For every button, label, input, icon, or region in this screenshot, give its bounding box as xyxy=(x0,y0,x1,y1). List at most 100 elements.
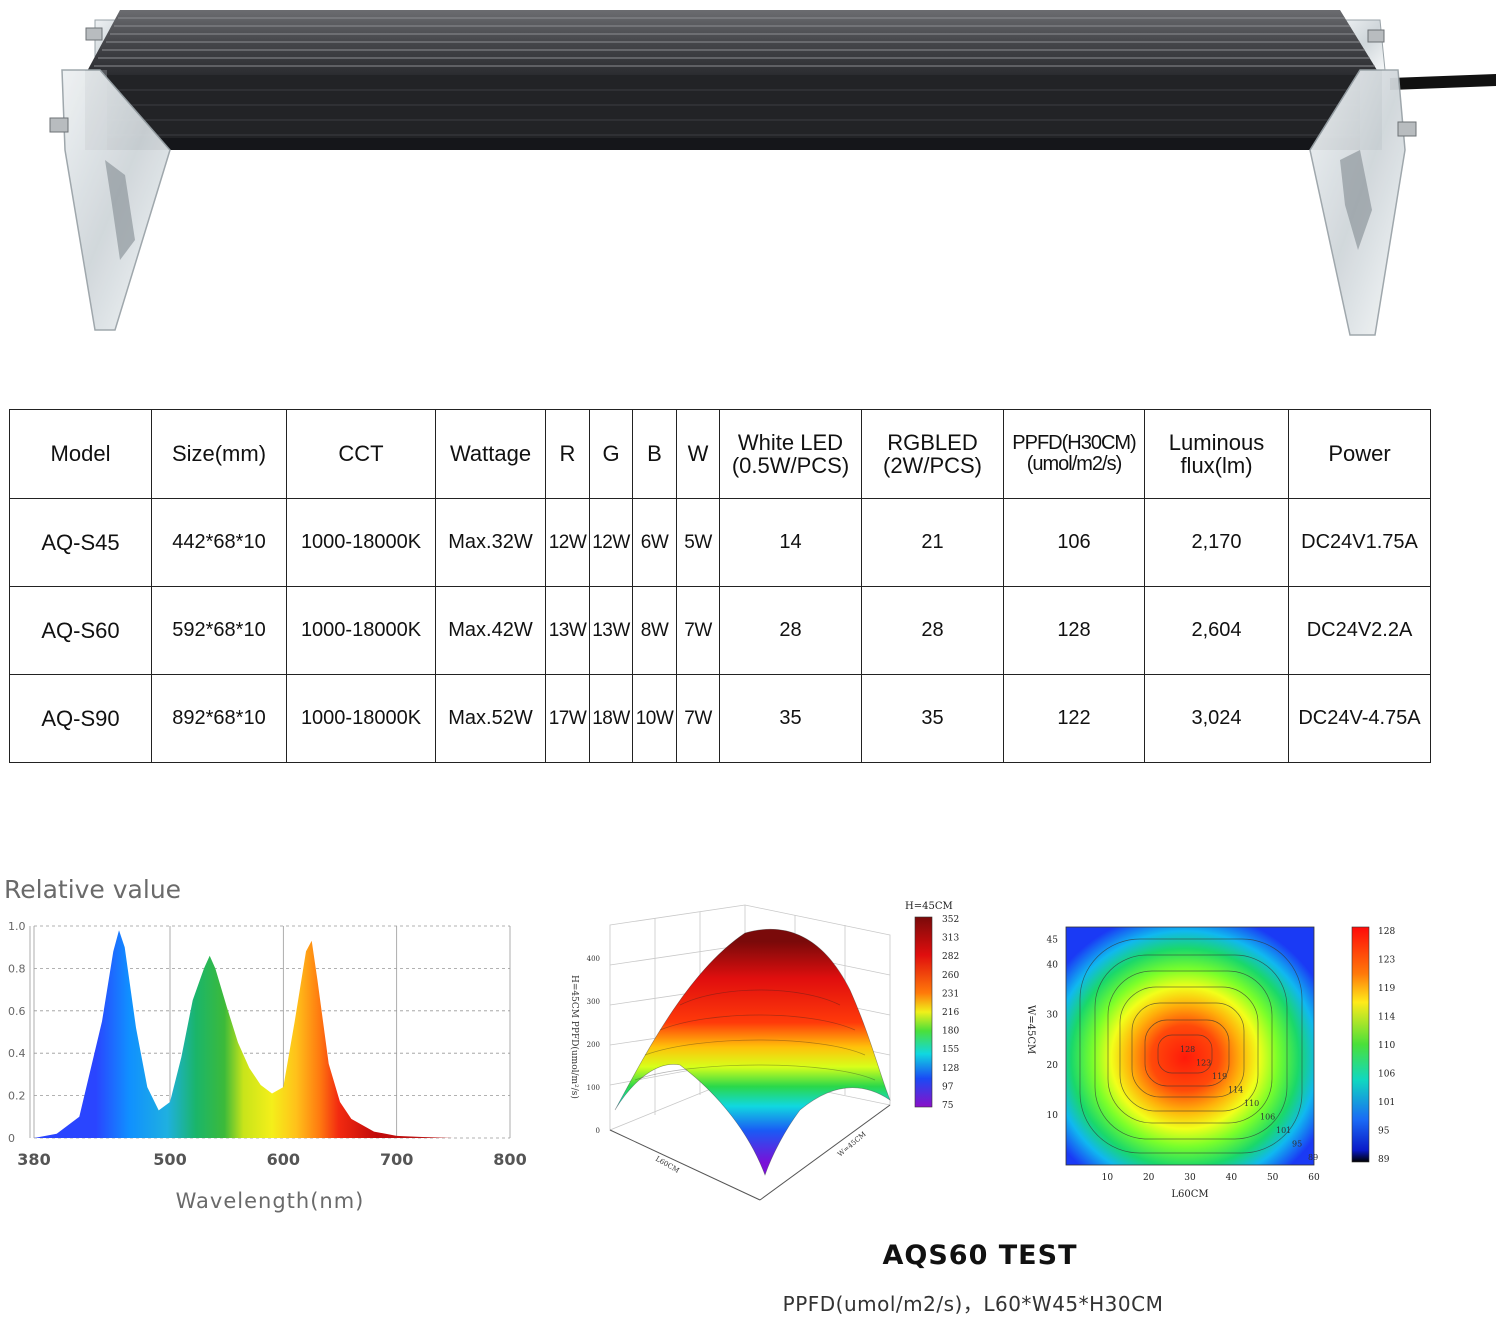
surface-mesh xyxy=(614,928,891,1176)
contour-colorbar-label: 128 xyxy=(1378,927,1395,937)
surface-colorbar-title: H=45CM xyxy=(905,901,953,912)
col-header-g: G xyxy=(589,409,633,499)
col-header-model: Model xyxy=(9,409,152,499)
cell-w: 7W xyxy=(676,674,720,763)
col-header-rgbled: RGBLED (2W/PCS) xyxy=(861,409,1004,499)
contour-x-tick: 30 xyxy=(1184,1173,1196,1183)
spectrum-x-ticks: 380 500 600 700 800 xyxy=(17,1150,526,1169)
cell-model: AQ-S90 xyxy=(9,674,152,763)
contour-y-tick: 20 xyxy=(1047,1061,1059,1071)
contour-line-label: 114 xyxy=(1228,1086,1243,1095)
contour-line-label: 110 xyxy=(1244,1099,1259,1108)
col-header-ppfd: PPFD(H30CM) (umol/m2/s) xyxy=(1003,409,1145,499)
spectrum-area xyxy=(34,930,510,1138)
cell-size: 892*68*10 xyxy=(151,674,287,763)
cell-luminous-flux: 3,024 xyxy=(1144,674,1289,763)
contour-colorbar xyxy=(1351,926,1370,1163)
cell-g: 18W xyxy=(589,674,633,763)
spectrum-x-tick: 500 xyxy=(153,1150,186,1169)
cell-b: 10W xyxy=(632,674,677,763)
cell-b: 6W xyxy=(632,498,677,587)
cell-white-led: 35 xyxy=(719,674,862,763)
contour-line-label: 119 xyxy=(1212,1072,1227,1081)
spectrum-y-tick: 0 xyxy=(8,1132,15,1145)
cell-cct: 1000-18000K xyxy=(286,674,436,763)
cell-rgbled: 21 xyxy=(861,498,1004,587)
contour-x-ticks: 10 20 30 40 50 60 xyxy=(1102,1173,1320,1183)
cell-b: 8W xyxy=(632,586,677,675)
surface-colorbar-label: 155 xyxy=(942,1045,959,1055)
cell-wattage: Max.42W xyxy=(435,586,546,675)
surface-colorbar-label: 352 xyxy=(942,915,959,925)
spectrum-y-tick: 0.4 xyxy=(8,1047,26,1060)
contour-colorbar-label: 89 xyxy=(1378,1155,1390,1165)
spectrum-x-tick: 800 xyxy=(493,1150,526,1169)
col-header-white-led: White LED (0.5W/PCS) xyxy=(719,409,862,499)
cell-r: 12W xyxy=(545,498,590,587)
contour-x-tick: 10 xyxy=(1102,1173,1114,1183)
cell-luminous-flux: 2,604 xyxy=(1144,586,1289,675)
surface-z-tick: 400 xyxy=(587,955,600,963)
spectrum-title: Relative value xyxy=(4,875,181,904)
cell-rgbled: 28 xyxy=(861,586,1004,675)
cell-model: AQ-S60 xyxy=(9,586,152,675)
cell-model: AQ-S45 xyxy=(9,498,152,587)
contour-y-label: W=45CM xyxy=(1025,1005,1036,1054)
ppfd-line1: PPFD(H30CM) xyxy=(1012,432,1136,454)
cell-luminous-flux: 2,170 xyxy=(1144,498,1289,587)
cell-g: 13W xyxy=(589,586,633,675)
ppfd-line2: (umol/m2/s) xyxy=(1026,453,1123,475)
caption-title: AQS60 TEST xyxy=(882,1240,1078,1271)
contour-line-label: 106 xyxy=(1260,1113,1275,1122)
surface-w-label: W=45CM xyxy=(836,1130,868,1158)
cell-ppfd: 106 xyxy=(1003,498,1145,587)
contour-x-tick: 50 xyxy=(1267,1173,1279,1183)
surface-z-tick: 100 xyxy=(587,1084,600,1092)
cell-wattage: Max.52W xyxy=(435,674,546,763)
contour-line-label: 89 xyxy=(1308,1153,1318,1162)
cell-w: 7W xyxy=(676,586,720,675)
contour-y-tick: 40 xyxy=(1047,961,1059,971)
spectrum-chart: Relative value 0 0.2 0.4 0.6 0.8 1.0 380 500 60… xyxy=(4,875,527,1213)
cell-ppfd: 122 xyxy=(1003,674,1145,763)
contour-colorbar-label: 106 xyxy=(1378,1070,1395,1080)
spectrum-y-tick: 0.6 xyxy=(8,1005,26,1018)
cell-rgbled: 35 xyxy=(861,674,1004,763)
cell-cct: 1000-18000K xyxy=(286,498,436,587)
col-header-cct: CCT xyxy=(286,409,436,499)
contour-x-tick: 40 xyxy=(1226,1173,1238,1183)
contour-colorbar-label: 101 xyxy=(1378,1098,1395,1108)
contour-line-label: 101 xyxy=(1276,1126,1291,1135)
spectrum-y-tick: 0.2 xyxy=(8,1090,26,1103)
contour-colorbar-label: 110 xyxy=(1378,1041,1395,1051)
col-header-wattage: Wattage xyxy=(435,409,546,499)
contour-y-tick: 10 xyxy=(1047,1111,1059,1121)
contour-plot-area xyxy=(1065,926,1315,1166)
surface-colorbar-label: 260 xyxy=(942,971,959,981)
spectrum-x-tick: 700 xyxy=(380,1150,413,1169)
surface-z-ticks: 0 100 200 300 400 xyxy=(587,955,600,1135)
surface-colorbar-label: 180 xyxy=(942,1027,959,1037)
white-led-line2: (0.5W/PCS) xyxy=(731,453,850,478)
spectrum-x-tick: 380 xyxy=(17,1150,50,1169)
surface-colorbar-label: 282 xyxy=(942,952,959,962)
col-header-w: W xyxy=(676,409,720,499)
spectrum-x-tick: 600 xyxy=(267,1150,300,1169)
surface-colorbar xyxy=(914,916,933,1108)
surface-z-tick: 300 xyxy=(587,998,600,1006)
surface-colorbar-labels: 352 313 282 260 231 216 180 155 128 97 75 xyxy=(942,915,959,1111)
col-header-power: Power xyxy=(1288,409,1431,499)
spectrum-y-tick: 0.8 xyxy=(8,962,26,975)
table-row: AQ-S45 442*68*10 1000-18000K Max.32W 12W… xyxy=(9,498,1431,587)
table-row: AQ-S90 892*68*10 1000-18000K Max.52W 17W… xyxy=(9,674,1431,763)
spectrum-y-tick: 1.0 xyxy=(8,920,26,933)
surface-y-label: H=45CM PPFD(umol/m²/s) xyxy=(569,975,580,1099)
cell-wattage: Max.32W xyxy=(435,498,546,587)
surface-colorbar-label: 313 xyxy=(942,934,959,944)
table-header-row: Model Size(mm) CCT Wattage R G B W White… xyxy=(9,409,1431,499)
contour-colorbar-label: 114 xyxy=(1378,1013,1395,1023)
cell-w: 5W xyxy=(676,498,720,587)
rgbled-line1: RGBLED xyxy=(887,429,978,455)
surface-colorbar-label: 216 xyxy=(942,1008,959,1018)
